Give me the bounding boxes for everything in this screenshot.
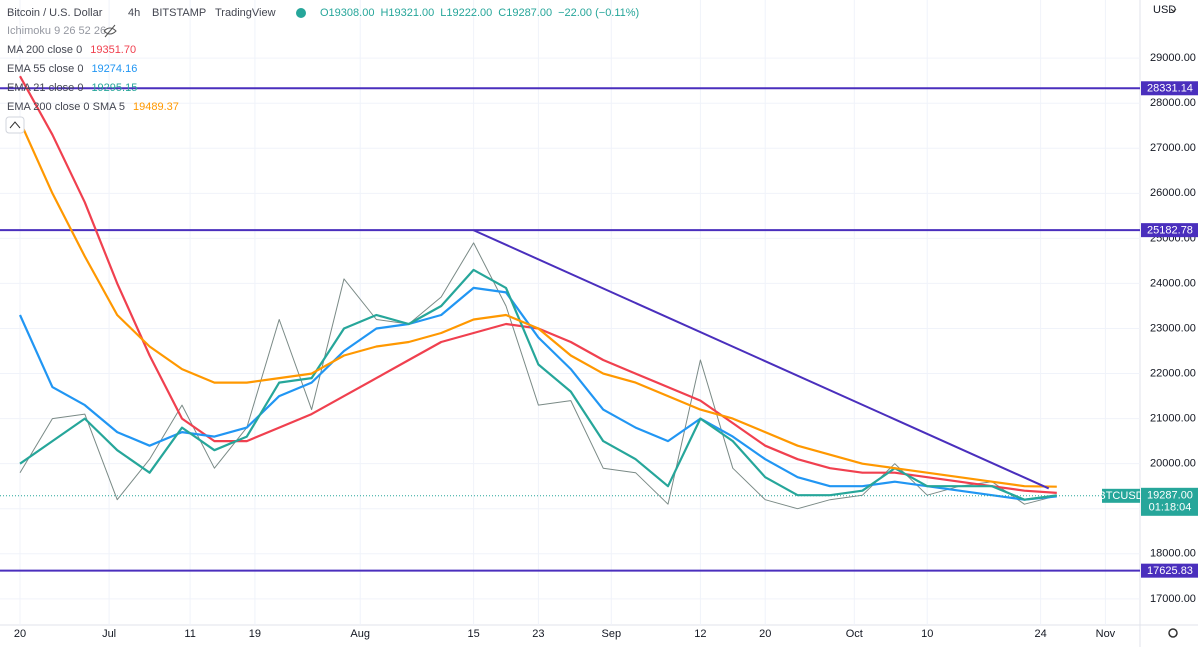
symbol-title: Bitcoin / U.S. Dollar <box>7 7 103 19</box>
y-tick-label: 26000.00 <box>1150 187 1196 199</box>
countdown: 01:18:04 <box>1149 502 1192 514</box>
x-tick-label: 23 <box>532 628 544 640</box>
ohlc-value: C19287.00 <box>498 7 552 19</box>
level-label-box <box>1141 563 1198 578</box>
grid <box>0 0 1140 625</box>
x-tick-label: Nov <box>1096 628 1116 640</box>
x-tick-label: Sep <box>602 628 622 640</box>
x-tick-label: Aug <box>350 628 370 640</box>
plot: BTCUSD <box>0 75 1144 572</box>
price-label: 19287.00 <box>1147 490 1193 502</box>
x-tick-label: Oct <box>846 628 863 640</box>
symbol-label-box <box>1102 488 1140 503</box>
exchange: BITSTAMP <box>152 7 206 19</box>
level-label-box <box>1141 81 1198 96</box>
ohlc-value: L19222.00 <box>440 7 492 19</box>
moving-average <box>18 120 1057 488</box>
indicator-value: 19489.37 <box>133 101 179 113</box>
x-tick-label: 20 <box>14 628 26 640</box>
level-label: 28331.14 <box>1147 83 1193 95</box>
y-tick-label: 22000.00 <box>1150 367 1196 379</box>
market-status[interactable] <box>296 8 306 18</box>
axes: 17000.0018000.0019000.0020000.0021000.00… <box>14 52 1198 640</box>
level-label: 25182.78 <box>1147 225 1193 237</box>
indicator-value: 19274.16 <box>91 63 137 75</box>
y-tick-label: 20000.00 <box>1150 458 1196 470</box>
x-tick-label: Jul <box>102 628 116 640</box>
indicator-value: 19351.70 <box>90 44 136 56</box>
x-tick-label: 12 <box>694 628 706 640</box>
level-label-box <box>1141 223 1198 238</box>
symbol-label: BTCUSD <box>1098 490 1143 502</box>
y-tick-label: 27000.00 <box>1150 142 1196 154</box>
x-tick-label: 10 <box>921 628 933 640</box>
indicator-name: EMA 55 close 0 <box>7 63 83 75</box>
x-tick-label: 19 <box>249 628 261 640</box>
trend-line <box>473 229 1050 490</box>
indicator-value: 19295.15 <box>91 82 137 94</box>
collapse-icon <box>9 121 21 129</box>
moving-average <box>19 268 1057 501</box>
currency: USD <box>1153 4 1176 16</box>
y-tick-label: 24000.00 <box>1150 277 1196 289</box>
x-tick-label: 20 <box>759 628 771 640</box>
x-tick-label: 15 <box>467 628 479 640</box>
indicator-name: EMA 21 close 0 <box>7 82 83 94</box>
ohlc-value: H19321.00 <box>380 7 434 19</box>
ohlc-value: O19308.00 <box>320 7 374 19</box>
y-tick-label: 28000.00 <box>1150 97 1196 109</box>
collapse-button[interactable] <box>5 116 25 134</box>
source: TradingView <box>215 7 276 19</box>
moving-average <box>18 286 1057 501</box>
hidden-icon[interactable] <box>103 24 117 38</box>
interval: 4h <box>128 7 140 19</box>
y-tick-label: 29000.00 <box>1150 52 1196 64</box>
ohlc-value: −22.00 (−0.11%) <box>558 7 639 19</box>
level-label: 17625.83 <box>1147 565 1193 577</box>
price-label-box <box>1141 487 1198 516</box>
y-tick-label: 23000.00 <box>1150 322 1196 334</box>
x-tick-label: 11 <box>184 628 195 640</box>
indicator-name: EMA 200 close 0 SMA 5 <box>7 101 125 113</box>
settings-icon[interactable] <box>1168 628 1178 638</box>
y-tick-label: 17000.00 <box>1150 593 1196 605</box>
ichimoku: Ichimoku 9 26 52 26 <box>7 25 106 37</box>
indicator-name: MA 200 close 0 <box>7 44 82 56</box>
y-tick-label: 18000.00 <box>1150 548 1196 560</box>
x-tick-label: 24 <box>1034 628 1046 640</box>
currency-menu[interactable] <box>1170 8 1177 13</box>
y-tick-label: 21000.00 <box>1150 413 1196 425</box>
legend: Bitcoin / U.S. Dollar 4h BITSTAMP Tradin… <box>5 4 1178 638</box>
